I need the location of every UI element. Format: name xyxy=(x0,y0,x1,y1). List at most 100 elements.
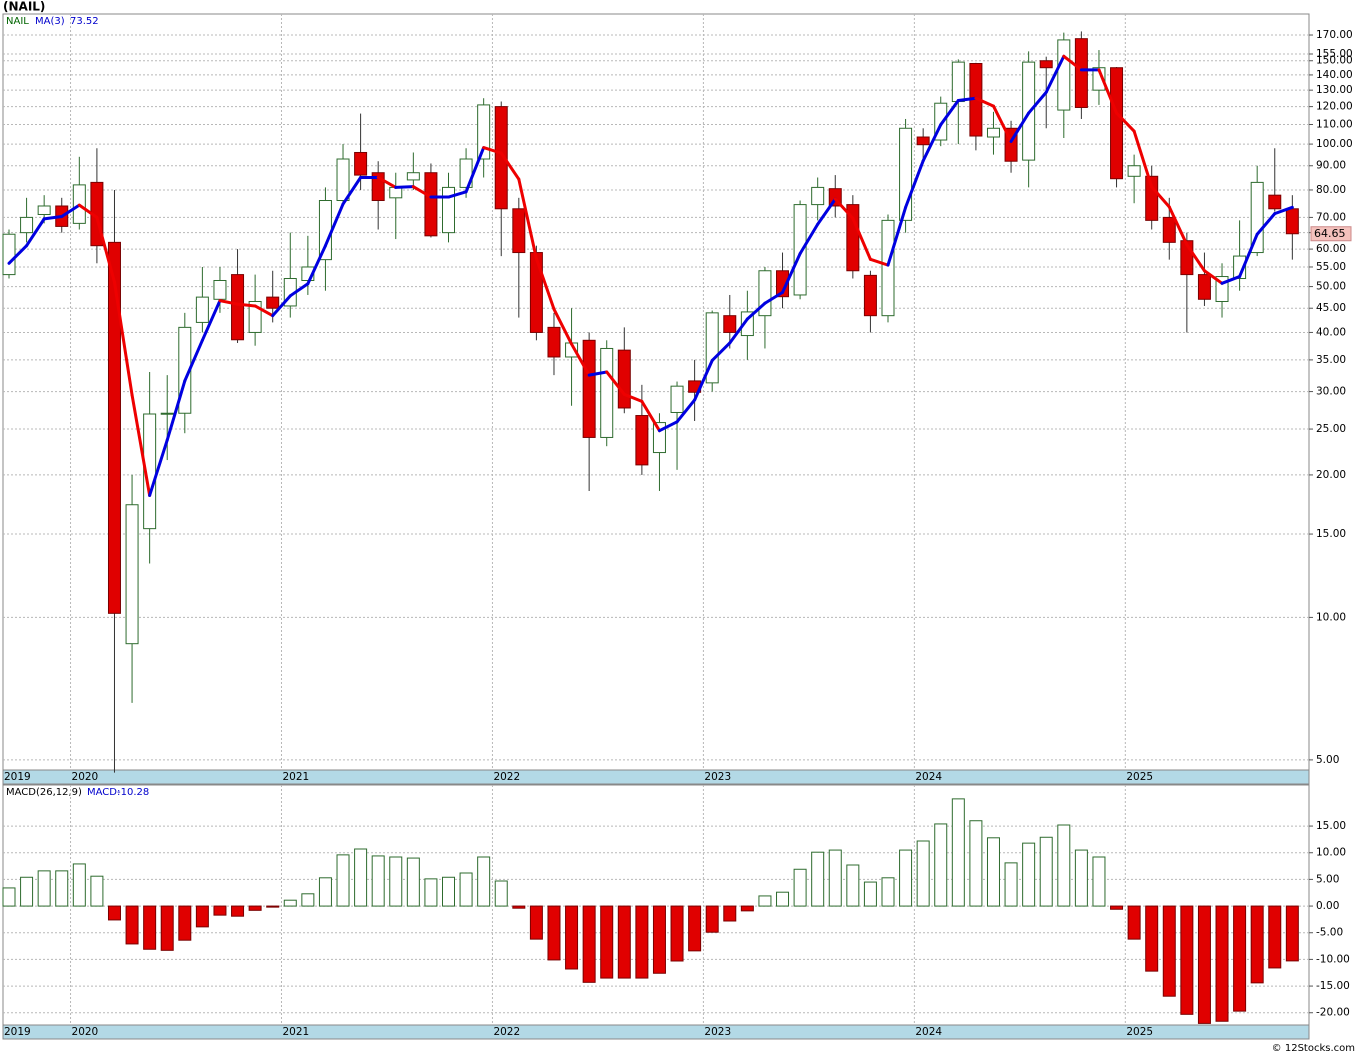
y-tick-label: 5.00 xyxy=(1316,873,1339,885)
macd-bar xyxy=(406,857,420,907)
x-tick-label: 2023 xyxy=(704,1026,731,1038)
y-tick-label: -20.00 xyxy=(1316,1007,1350,1019)
candle-body xyxy=(1250,181,1264,254)
ma-segment xyxy=(464,146,486,194)
macd-bar xyxy=(565,905,579,970)
macd-bar xyxy=(20,876,34,907)
macd-bar xyxy=(1162,905,1176,997)
y-tick-label: 150.00 xyxy=(1316,55,1353,67)
candle-body xyxy=(406,172,420,181)
macd-bar xyxy=(1039,836,1053,907)
macd-bar xyxy=(55,870,69,907)
macd-bar xyxy=(793,868,807,907)
macd-bar xyxy=(846,864,860,907)
y-tick-label: 0.00 xyxy=(1316,900,1339,912)
ma-segment xyxy=(974,96,995,108)
macd-bar xyxy=(1022,842,1036,907)
ma-segment xyxy=(1009,111,1031,143)
candle-body xyxy=(2,233,16,276)
ma-segment xyxy=(288,282,310,298)
ma-segment xyxy=(218,299,240,306)
ma-segment xyxy=(1220,275,1242,285)
y-tick-label: 140.00 xyxy=(1316,69,1353,81)
ma-segment xyxy=(42,215,64,221)
y-tick-label: 15.00 xyxy=(1316,820,1346,832)
ma-segment xyxy=(851,216,872,261)
y-tick-label: 60.00 xyxy=(1316,243,1346,255)
macd-bar xyxy=(424,878,438,907)
ma-segment xyxy=(112,280,134,397)
macd-bar xyxy=(600,905,614,979)
x-tick-label: 2024 xyxy=(915,771,942,783)
candle-body xyxy=(723,315,737,333)
macd-bar xyxy=(1145,905,1159,972)
candle-body xyxy=(951,61,965,103)
legend-macd-value: -10.28 xyxy=(117,787,149,798)
y-tick-label: 40.00 xyxy=(1316,326,1346,338)
y-tick-label: 100.00 xyxy=(1316,138,1353,150)
ma-segment xyxy=(482,146,503,155)
ma-segment xyxy=(657,420,679,433)
candle-body xyxy=(318,200,332,261)
x-tick-label: 2021 xyxy=(282,771,309,783)
macd-bar xyxy=(90,875,104,907)
macd-bar xyxy=(582,905,596,983)
x-tick-label: 2022 xyxy=(493,1026,520,1038)
candle-body xyxy=(1145,175,1159,221)
ma-segment xyxy=(1115,111,1136,133)
candle-body xyxy=(20,216,34,234)
legend-ma: MA(3) xyxy=(35,16,65,27)
macd-bar xyxy=(477,856,491,907)
ma-segment xyxy=(1062,54,1083,72)
x-tick-label: 2020 xyxy=(72,1026,99,1038)
ma-segment xyxy=(675,398,697,424)
last-price: 64.65 xyxy=(1314,227,1346,240)
y-tick-label: 25.00 xyxy=(1316,423,1346,435)
footer: © 12Stocks.com xyxy=(1272,1043,1355,1054)
macd-bar xyxy=(125,905,139,945)
x-tick-label: 2022 xyxy=(493,771,520,783)
ma-segment xyxy=(798,222,820,256)
y-tick-label: 35.00 xyxy=(1316,354,1346,366)
y-tick-label: -15.00 xyxy=(1316,980,1350,992)
ma-segment xyxy=(605,370,626,396)
candle-body xyxy=(1074,38,1088,108)
ma-segment xyxy=(886,205,908,267)
candle-body xyxy=(231,274,245,341)
ma-segment xyxy=(200,299,222,342)
macd-bar xyxy=(512,905,526,909)
macd-bar xyxy=(213,905,227,916)
macd-bar xyxy=(1197,905,1211,1024)
x-tick-label: 2025 xyxy=(1126,771,1153,783)
ma-segment xyxy=(394,185,415,189)
macd-bar xyxy=(1092,856,1106,907)
candle-body xyxy=(1162,216,1176,243)
candle-body xyxy=(1110,67,1124,180)
y-tick-label: 10.00 xyxy=(1316,611,1346,623)
macd-bar xyxy=(72,863,86,907)
candle-body xyxy=(1197,274,1211,300)
ma-segment xyxy=(25,217,46,248)
ma-segment xyxy=(939,99,960,127)
legend-macd: MACD(26,12,9) xyxy=(6,787,82,798)
candle-body xyxy=(916,136,930,146)
y-tick-label: 15.00 xyxy=(1316,528,1346,540)
candle-body xyxy=(986,127,1000,138)
y-tick-label: 5.00 xyxy=(1316,754,1339,766)
ma-segment xyxy=(640,399,661,433)
ma-segment xyxy=(693,358,714,402)
candle-body xyxy=(266,296,280,309)
ma-segment xyxy=(781,252,802,294)
ma-segment xyxy=(95,215,116,284)
last-price-box xyxy=(1310,226,1352,242)
candle-body xyxy=(1268,194,1282,210)
macd-bar xyxy=(529,905,543,940)
macd-bar xyxy=(1250,905,1264,984)
candle-body xyxy=(582,339,596,438)
macd-bar xyxy=(1285,905,1299,962)
x-tick-label: 2025 xyxy=(1126,1026,1153,1038)
candle-body xyxy=(1057,39,1071,111)
candle-body xyxy=(1285,208,1299,235)
